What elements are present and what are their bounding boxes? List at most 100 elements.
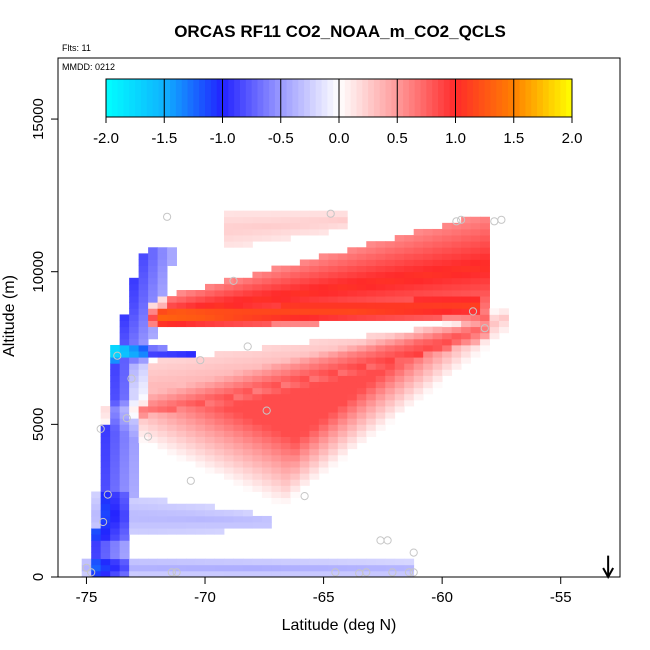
heatmap-cell: [205, 448, 215, 456]
colorbar: -2.0 -1.5 -1.0 -0.5 0.0 0.5 1.0 1.5 2.0: [93, 78, 582, 147]
heatmap-cell: [432, 290, 443, 297]
heatmap-cell: [299, 424, 310, 431]
heatmap-cell: [110, 570, 121, 578]
heatmap-cell: [157, 558, 168, 566]
heatmap-cell: [110, 558, 121, 566]
heatmap-cell: [223, 473, 234, 480]
heatmap-cell: [119, 357, 130, 364]
heatmap-cell: [100, 491, 111, 499]
heatmap-cell: [299, 393, 310, 401]
heatmap-cell: [129, 320, 140, 328]
colorbar-segment: [339, 79, 346, 117]
heatmap-cell: [461, 283, 472, 291]
heatmap-cell: [223, 436, 234, 444]
heatmap-cell: [148, 564, 158, 572]
heatmap-cell: [157, 418, 168, 425]
heatmap-cell: [347, 393, 358, 401]
heatmap-cell: [280, 228, 291, 236]
colorbar-segment: [170, 79, 177, 117]
heatmap-cell: [375, 564, 386, 572]
heatmap-cell: [261, 570, 272, 578]
heatmap-cell: [366, 265, 377, 273]
heatmap-cell: [480, 283, 490, 291]
heatmap-cell: [442, 247, 453, 254]
heatmap-cell: [347, 363, 358, 370]
heatmap-cell: [385, 302, 396, 309]
observation-point: [383, 536, 392, 545]
heatmap-cell: [413, 363, 424, 370]
heatmap-cell: [223, 467, 234, 474]
heatmap-cell: [337, 412, 348, 419]
heatmap-cell: [223, 454, 234, 462]
heatmap-cell: [375, 344, 386, 352]
heatmap-cell: [299, 357, 310, 364]
heatmap-cell: [366, 393, 377, 401]
heatmap-cell: [176, 509, 187, 517]
heatmap-cell: [356, 277, 367, 285]
heatmap-cell: [318, 558, 329, 566]
heatmap-cell: [299, 430, 310, 437]
heatmap-cell: [176, 399, 187, 407]
heatmap-cell: [223, 320, 234, 328]
heatmap-cell: [91, 546, 102, 553]
heatmap-cell: [385, 296, 396, 303]
heatmap-cell: [385, 332, 396, 340]
heatmap-cell: [432, 277, 443, 285]
colorbar-segment: [490, 79, 497, 117]
heatmap-cell: [385, 253, 396, 260]
heatmap-cell: [394, 271, 405, 279]
heatmap-cell: [470, 259, 481, 266]
heatmap-cell: [195, 564, 206, 572]
heatmap-cell: [195, 290, 206, 297]
heatmap-cell: [461, 271, 472, 279]
heatmap-cell: [214, 393, 225, 401]
heatmap-cell: [195, 369, 206, 376]
heatmap-cell: [347, 247, 358, 254]
heatmap-cell: [328, 265, 339, 273]
colorbar-segment: [146, 79, 154, 117]
heatmap-cell: [119, 369, 130, 376]
heatmap-cell: [129, 326, 140, 334]
heatmap-cell: [290, 228, 301, 236]
colorbar-segment: [117, 79, 124, 117]
heatmap-cell: [470, 216, 481, 224]
heatmap-cell: [110, 473, 121, 480]
heatmap-cell: [480, 277, 490, 285]
heatmap-cell: [309, 442, 320, 450]
heatmap-cell: [461, 338, 472, 346]
heatmap-cell: [385, 247, 396, 254]
heatmap-cell: [176, 558, 187, 566]
heatmap-cell: [356, 412, 367, 419]
colorbar-segment: [333, 79, 340, 117]
heatmap-cell: [480, 222, 490, 230]
heatmap-cell: [451, 302, 462, 309]
colorbar-segment: [472, 79, 480, 117]
heatmap-cell: [309, 558, 320, 566]
heatmap-cell: [242, 290, 253, 297]
colorbar-segment: [280, 79, 288, 117]
heatmap-cell: [119, 540, 130, 547]
heatmap-cell: [451, 265, 462, 273]
heatmap-cell: [423, 241, 434, 248]
heatmap-cell: [290, 448, 301, 456]
heatmap-cell: [290, 467, 301, 474]
heatmap-cell: [356, 290, 367, 297]
heatmap-cell: [186, 406, 196, 413]
heatmap-cell: [271, 467, 282, 474]
heatmap-cell: [299, 302, 310, 309]
heatmap-cell: [176, 406, 187, 413]
heatmap-cell: [138, 436, 149, 444]
colorbar-segment: [449, 79, 456, 117]
heatmap-cell: [271, 387, 282, 395]
heatmap-cell: [205, 399, 215, 407]
heatmap-cell: [214, 460, 225, 468]
heatmap-cell: [432, 332, 443, 340]
heatmap-cell: [176, 314, 187, 321]
heatmap-cell: [186, 387, 196, 395]
x-tick-label: -75: [76, 589, 98, 606]
heatmap-cell: [110, 467, 121, 474]
heatmap-cell: [309, 473, 320, 480]
heatmap-cell: [413, 290, 424, 297]
heatmap-cell: [242, 241, 253, 248]
heatmap-cell: [110, 503, 121, 511]
